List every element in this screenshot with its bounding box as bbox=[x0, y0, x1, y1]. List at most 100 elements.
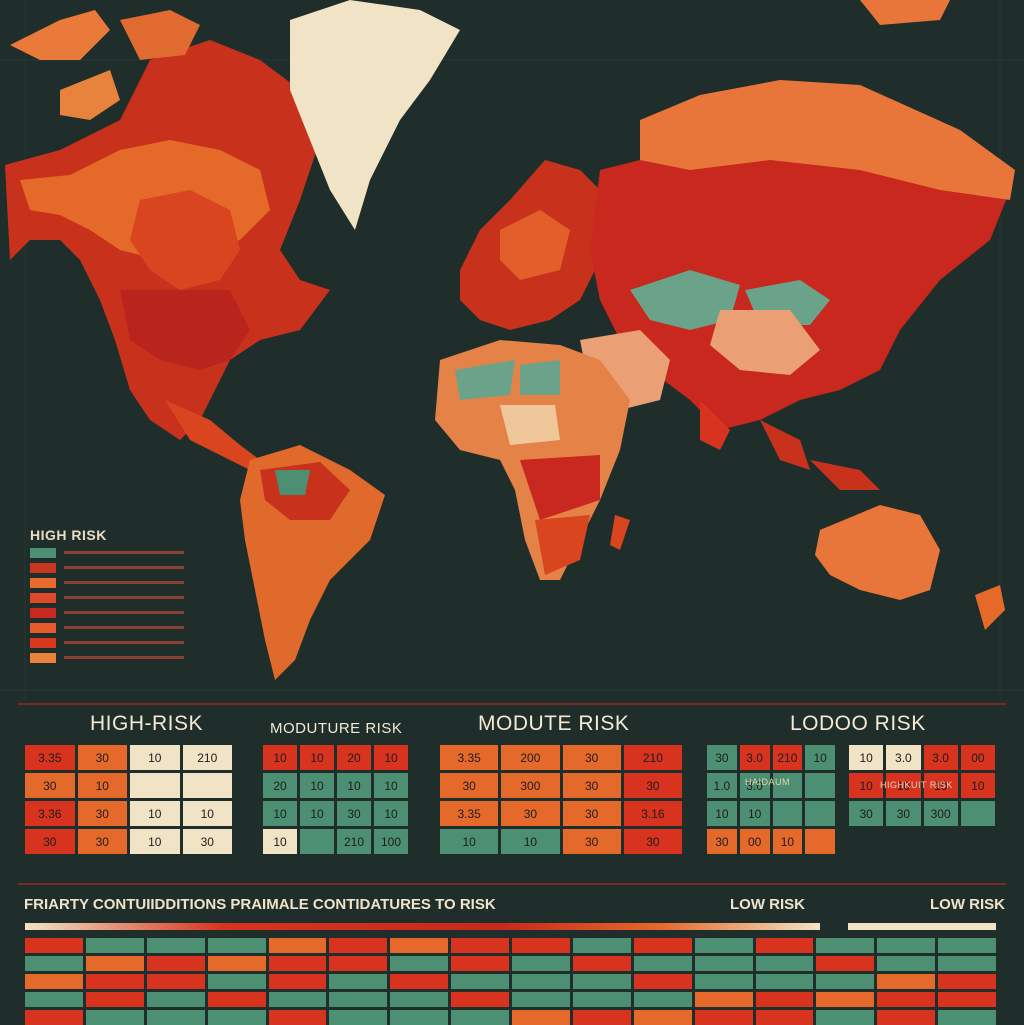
contributor-cell bbox=[146, 956, 205, 971]
contributor-cell bbox=[572, 992, 631, 1007]
low-risk-table-right: 10 3.0 3.0 00 10 10 10 10 30 30 300 bbox=[849, 745, 995, 826]
contributor-cell bbox=[633, 956, 692, 971]
table-cell: 10 bbox=[849, 745, 884, 770]
table-cell: 10 bbox=[440, 829, 499, 854]
table-cell: 10 bbox=[374, 745, 408, 770]
legend-title: HIGH RISK bbox=[30, 527, 107, 543]
table-cell: 210 bbox=[623, 745, 682, 770]
table-cell: 30 bbox=[562, 773, 621, 798]
table-cell: 10 bbox=[130, 745, 180, 770]
footer-strip-right bbox=[848, 923, 996, 930]
contributor-cell bbox=[755, 938, 814, 953]
table-cell: 30 bbox=[623, 829, 682, 854]
table-cell bbox=[772, 773, 803, 798]
table-cell: 10 bbox=[805, 745, 835, 770]
moderate-risk-table-b: 3.35 200 30 210 30 300 30 30 3.35 30 30 3.16 10 10 30 3… bbox=[440, 745, 682, 854]
greenland bbox=[290, 0, 460, 230]
low-risk-sublabel-a: HAIDAUM bbox=[745, 777, 791, 787]
contributor-cell bbox=[755, 1010, 814, 1025]
moderate-risk-table-a: 10 10 20 10 20 10 10 10 10 10 30 10 10 210 100 bbox=[263, 745, 408, 854]
table-cell: 30 bbox=[77, 801, 127, 826]
contributor-cell bbox=[633, 974, 692, 989]
contributor-cell bbox=[512, 956, 570, 971]
contributor-cell bbox=[268, 1010, 327, 1025]
contributor-cell bbox=[633, 1010, 692, 1025]
contributor-cell bbox=[755, 956, 814, 971]
contributor-cell bbox=[755, 974, 814, 989]
moderate-risk-header-a: MODUTURE RISK bbox=[270, 720, 403, 737]
contributor-cell bbox=[633, 938, 692, 953]
contributor-cell bbox=[146, 938, 205, 953]
legend-row bbox=[30, 562, 210, 573]
contributor-cell bbox=[877, 992, 936, 1007]
table-cell: 30 bbox=[707, 829, 737, 854]
legend-label-bar bbox=[64, 626, 184, 629]
contributor-cell bbox=[572, 1010, 631, 1025]
contributor-cell bbox=[207, 1010, 266, 1025]
table-cell bbox=[130, 773, 180, 798]
legend-row bbox=[30, 652, 210, 663]
contributor-cell bbox=[85, 992, 144, 1007]
contributor-cell bbox=[816, 1010, 875, 1025]
contributor-cell bbox=[694, 1010, 753, 1025]
legend-swatch bbox=[30, 622, 56, 633]
contributor-cell bbox=[25, 938, 83, 953]
table-cell: 10 bbox=[130, 801, 180, 826]
table-cell: 10 bbox=[886, 773, 921, 798]
table-cell: 10 bbox=[772, 829, 803, 854]
table-cell: 30 bbox=[337, 801, 371, 826]
contributor-cell bbox=[816, 956, 875, 971]
table-cell bbox=[772, 801, 803, 826]
footer-title: FRIARTY CONTUIIDDITIONS PRAIMALE CONTIDA… bbox=[24, 896, 496, 913]
legend-label-bar bbox=[64, 551, 184, 554]
contributor-cell bbox=[329, 992, 388, 1007]
table-cell: 30 bbox=[623, 773, 682, 798]
legend-swatch bbox=[30, 547, 56, 558]
table-cell: 30 bbox=[501, 801, 560, 826]
contributor-cell bbox=[329, 938, 388, 953]
contributor-cell bbox=[451, 992, 509, 1007]
contributor-cell bbox=[268, 938, 327, 953]
table-cell: 3.16 bbox=[623, 801, 682, 826]
table-cell: 210 bbox=[337, 829, 371, 854]
footer-low-risk-a: LOW RISK bbox=[730, 896, 805, 913]
high-risk-header: HIGH-RISK bbox=[90, 712, 204, 735]
contributor-cell bbox=[85, 1010, 144, 1025]
legend-label-bar bbox=[64, 641, 184, 644]
legend-row bbox=[30, 637, 210, 648]
footer-low-risk-b: LOW RISK bbox=[930, 896, 1005, 913]
legend-swatch bbox=[30, 577, 56, 588]
table-cell bbox=[300, 829, 334, 854]
moderate-risk-header-b: MODUTE RISK bbox=[478, 712, 630, 735]
high-risk-table: 3.35 30 10 210 30 10 3.36 30 10 10 30 30 10 30 bbox=[25, 745, 232, 854]
contributor-cell bbox=[512, 1010, 570, 1025]
contributor-cell bbox=[512, 992, 570, 1007]
table-cell: 3.0 bbox=[739, 773, 770, 798]
table-cell: 300 bbox=[501, 773, 560, 798]
contributor-cell bbox=[816, 938, 875, 953]
contributor-cell bbox=[755, 992, 814, 1007]
contributor-cell bbox=[694, 956, 753, 971]
contributor-cell bbox=[207, 992, 266, 1007]
legend-label-bar bbox=[64, 611, 184, 614]
legend-row bbox=[30, 592, 210, 603]
contributor-cell bbox=[390, 974, 449, 989]
world-risk-map bbox=[5, 0, 1015, 680]
legend-row bbox=[30, 622, 210, 633]
table-cell bbox=[805, 829, 835, 854]
legend-label-bar bbox=[64, 656, 184, 659]
table-cell: 210 bbox=[772, 745, 803, 770]
contributor-cell bbox=[938, 938, 996, 953]
table-cell: 30 bbox=[562, 829, 621, 854]
table-cell: 10 bbox=[960, 773, 995, 798]
contributor-cell bbox=[938, 956, 996, 971]
asia bbox=[590, 110, 1010, 430]
legend-label-bar bbox=[64, 596, 184, 599]
contributor-cell bbox=[207, 974, 266, 989]
table-cell: 30 bbox=[440, 773, 499, 798]
contributor-cell bbox=[390, 1010, 449, 1025]
contributor-cell bbox=[268, 956, 327, 971]
table-cell: 10 bbox=[263, 829, 297, 854]
contributor-cell bbox=[512, 974, 570, 989]
contributor-cell bbox=[390, 938, 449, 953]
